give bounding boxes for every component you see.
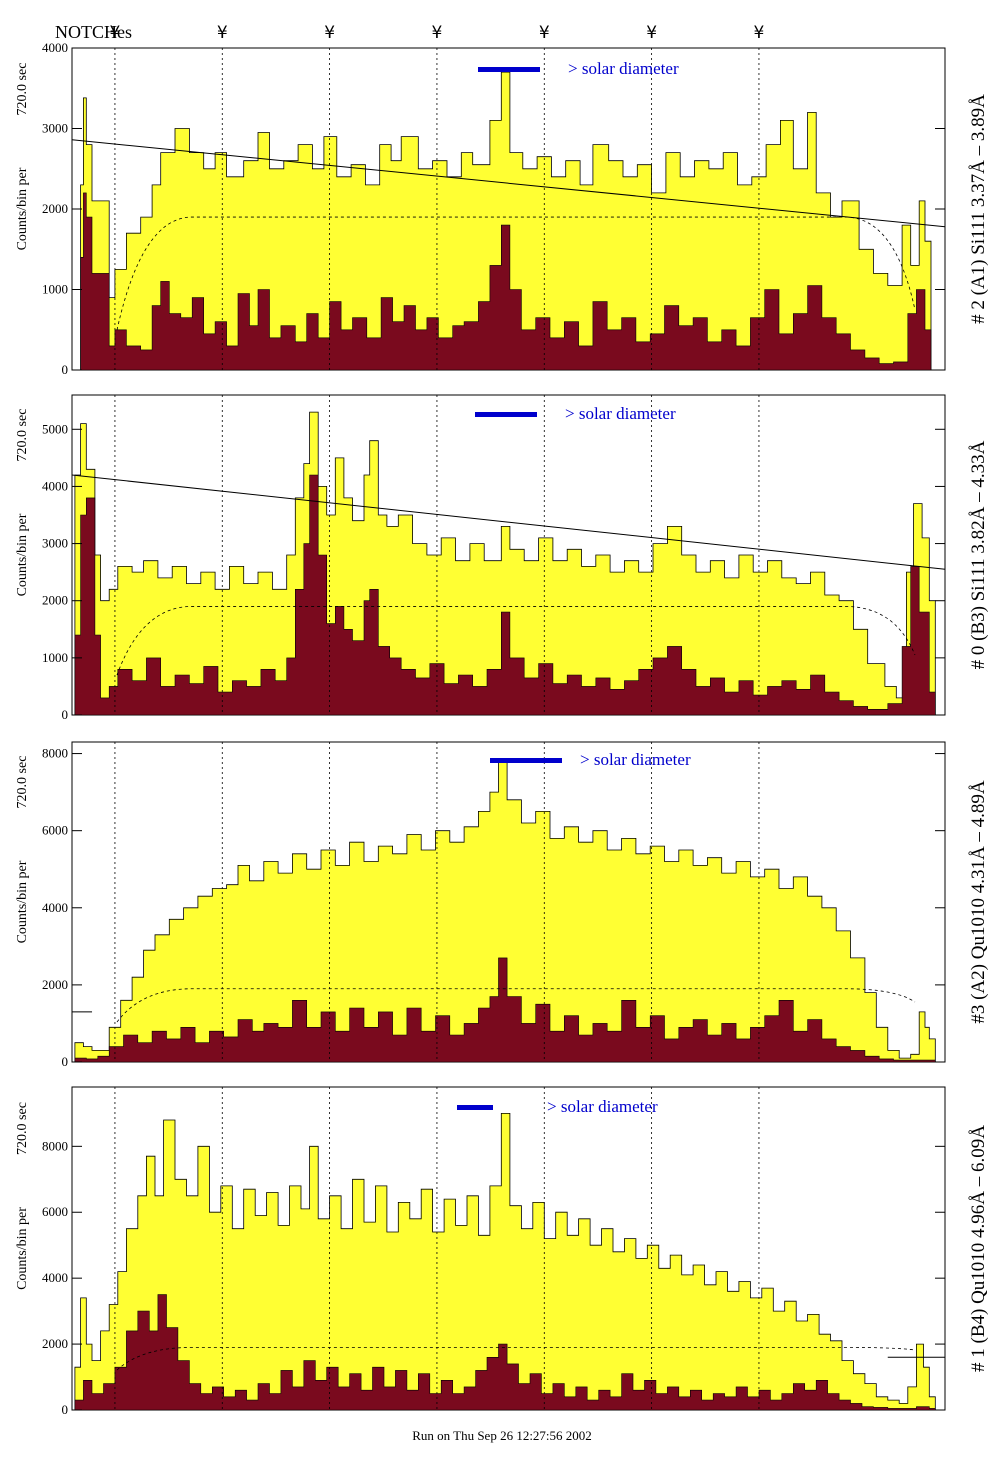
y-axis-label: Counts/bin per [15, 513, 30, 596]
solar-diameter-label: > solar diameter [547, 1097, 658, 1116]
y-tick-label: 0 [62, 1054, 69, 1069]
solar-diameter-bar [475, 412, 537, 417]
dashed-level-curve [116, 216, 916, 331]
notch-marker: ¥ [646, 23, 657, 43]
run-timestamp: Run on Thu Sep 26 12:27:56 2002 [412, 1428, 592, 1443]
y-tick-label: 4000 [42, 900, 68, 915]
y-axis-label-exposure: 720.0 sec [15, 756, 30, 809]
solar-diameter-bar [457, 1105, 493, 1110]
counts-upper-series [80, 71, 932, 371]
y-axis-label: Counts/bin per [15, 1207, 30, 1290]
counts-lower-series [74, 957, 936, 1063]
y-tick-label: 0 [62, 1402, 69, 1417]
counts-lower-series [80, 192, 932, 371]
y-tick-label: 0 [62, 362, 69, 377]
spectrum-panel: 0 1000 2000 3000 4000 Counts/bin per 720.0 sec… [15, 40, 989, 377]
y-tick-label: 8000 [42, 1138, 68, 1153]
trend-line [71, 474, 946, 570]
y-tick-label: 2000 [42, 1336, 68, 1351]
notch-marker: ¥ [217, 23, 228, 43]
solar-diameter-label: > solar diameter [580, 750, 691, 769]
dashed-level-curve [116, 1346, 916, 1371]
spectrum-panel: 0 2000 4000 6000 8000 Counts/bin per 720.0 sec… [15, 741, 989, 1069]
y-tick-label: 5000 [42, 421, 68, 436]
y-tick-label: 1000 [42, 650, 68, 665]
notch-marker: ¥ [539, 23, 550, 43]
solar-diameter-bar [478, 67, 540, 72]
dashed-level-curve [116, 606, 916, 676]
y-tick-label: 4000 [42, 1270, 68, 1285]
solar-diameter-label: > solar diameter [568, 59, 679, 78]
counts-upper-series [74, 760, 936, 1063]
notch-marker: ¥ [432, 23, 443, 43]
y-tick-label: 2000 [42, 201, 68, 216]
y-tick-label: 6000 [42, 823, 68, 838]
y-axis-label: Counts/bin per [15, 167, 30, 250]
y-axis-label-exposure: 720.0 sec [15, 63, 30, 116]
y-axis-label-exposure: 720.0 sec [15, 409, 30, 462]
y-tick-label: 6000 [42, 1204, 68, 1219]
y-tick-label: 3000 [42, 536, 68, 551]
counts-lower-series [74, 1294, 936, 1411]
counts-upper-series [74, 411, 936, 716]
panels: 0 1000 2000 3000 4000 Counts/bin per 720.0 sec… [15, 40, 989, 1417]
y-tick-label: 8000 [42, 746, 68, 761]
notches-label: NOTCHes [55, 22, 132, 42]
channel-label: # 1 (B4) Qu1010 4.96Å – 6.09Å [968, 1125, 989, 1372]
y-tick-label: 2000 [42, 977, 68, 992]
y-tick-label: 0 [62, 707, 69, 722]
y-tick-label: 3000 [42, 121, 68, 136]
notch-marker: ¥ [754, 23, 765, 43]
trend-line [71, 139, 946, 228]
y-tick-label: 4000 [42, 40, 68, 55]
channel-label: #3 (A2) Qu1010 4.31Å – 4.89Å [968, 780, 989, 1024]
channel-label: # 0 (B3) Si111 3.82Å – 4.33Å [968, 440, 989, 669]
solar-diameter-bar [490, 758, 562, 763]
spectrum-panel: 0 2000 4000 6000 8000 Counts/bin per 720.0 sec… [15, 1086, 989, 1417]
spectrum-panel: 0 1000 2000 3000 4000 5000 Counts/bin per 720.0… [15, 394, 989, 722]
channel-label: # 2 (A1) Si111 3.37Å – 3.89Å [968, 94, 989, 324]
counts-lower-series [74, 474, 936, 716]
y-tick-label: 4000 [42, 478, 68, 493]
notch-marker: ¥ [110, 23, 121, 43]
y-axis-label-exposure: 720.0 sec [15, 1102, 30, 1155]
y-tick-label: 2000 [42, 593, 68, 608]
notch-marker: ¥ [324, 23, 335, 43]
dashed-level-curve [116, 988, 916, 1023]
y-tick-label: 1000 [42, 282, 68, 297]
y-axis-label: Counts/bin per [15, 860, 30, 943]
notch-marks: ¥ ¥ ¥ ¥ ¥ ¥ ¥ [110, 23, 765, 43]
solar-diameter-label: > solar diameter [565, 404, 676, 423]
counts-upper-series [74, 1113, 936, 1411]
